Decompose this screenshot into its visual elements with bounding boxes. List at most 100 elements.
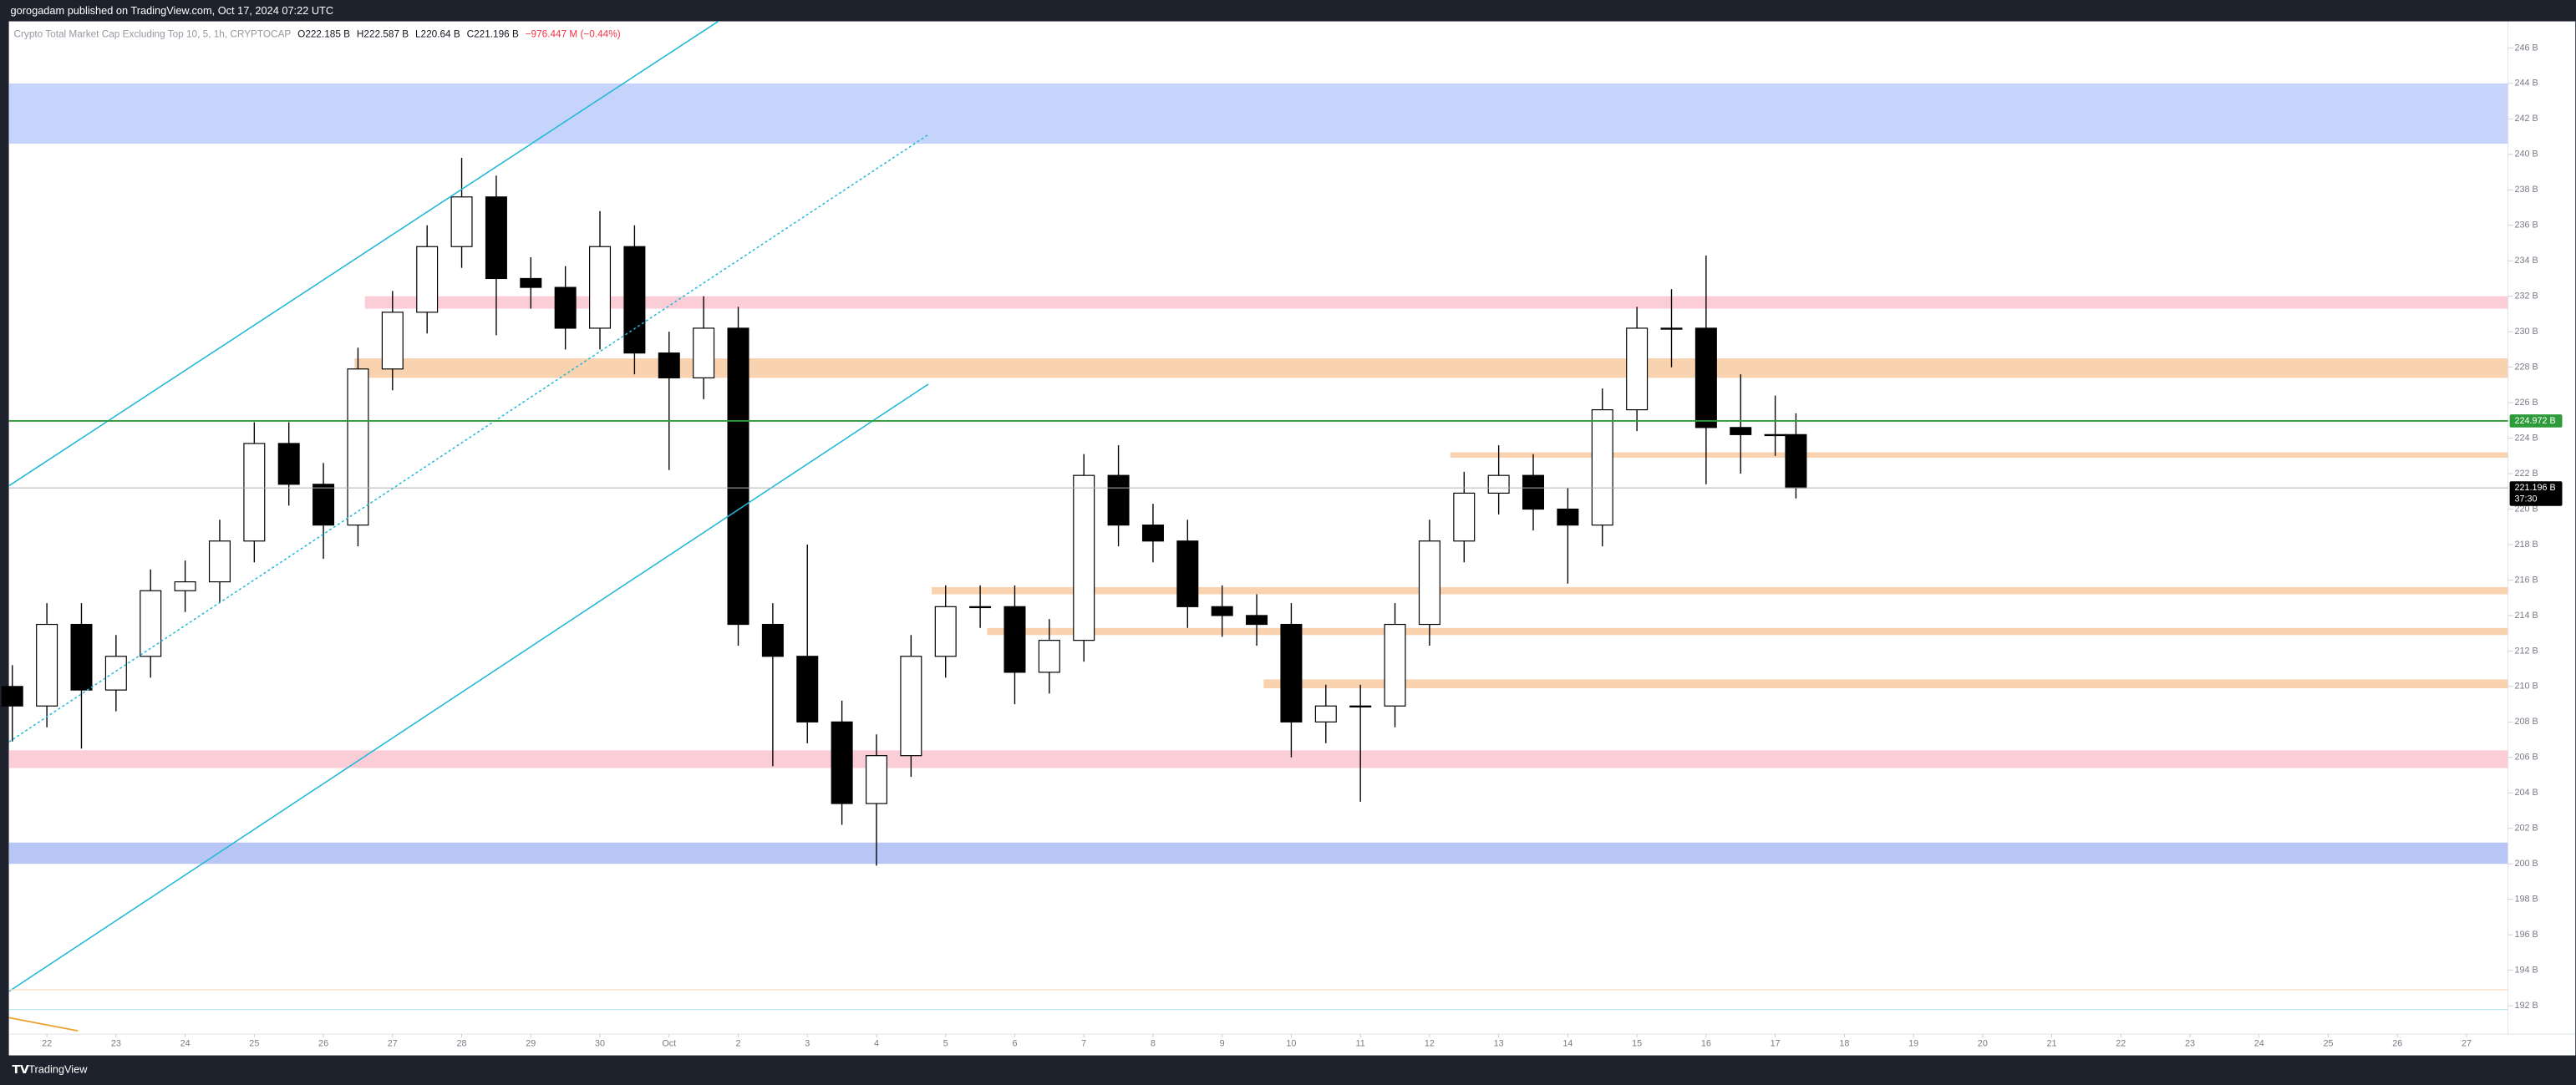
footer-logo: 𝗧𝗩 (13, 1063, 29, 1076)
candle-body (554, 286, 577, 329)
y-tick-label: 210 B (2515, 682, 2538, 692)
y-tick-label: 242 B (2515, 114, 2538, 124)
candle-body (623, 246, 646, 354)
plot-area (1, 83, 2508, 866)
candle-body (1384, 623, 1406, 707)
y-tick-label: 226 B (2515, 398, 2538, 408)
x-tick-label: 25 (2324, 1039, 2334, 1049)
candle-body (174, 581, 196, 591)
x-tick-label: 22 (42, 1039, 52, 1049)
y-tick-label: 202 B (2515, 824, 2538, 834)
y-tick-label: 240 B (2515, 150, 2538, 160)
x-tick-label: 9 (1220, 1039, 1225, 1049)
y-tick-label: 196 B (2515, 930, 2538, 940)
channel-line (8, 20, 719, 487)
x-tick-label: Oct (662, 1039, 676, 1049)
candle-body (1764, 433, 1786, 437)
candle-body (969, 606, 992, 609)
symbol-name: Crypto Total Market Cap Excluding Top 10… (14, 28, 292, 39)
candle-body (1557, 508, 1579, 526)
x-tick-label: 24 (2254, 1039, 2264, 1049)
x-tick-label: 27 (2462, 1039, 2472, 1049)
x-tick-label: 21 (2047, 1039, 2057, 1049)
zone (8, 750, 2508, 768)
zone (932, 586, 2508, 595)
y-tick-label: 192 B (2515, 1001, 2538, 1011)
candle-body (347, 368, 369, 526)
x-tick-label: 16 (1701, 1039, 1711, 1049)
x-tick-label: 24 (180, 1039, 191, 1049)
y-tick-label: 216 B (2515, 575, 2538, 585)
candle-body (1660, 327, 1683, 330)
x-tick-label: 7 (1081, 1039, 1086, 1049)
candle-body (416, 246, 439, 313)
candle-body (1785, 433, 1807, 489)
candle-body (36, 623, 58, 707)
price-label: 221.196 B (2515, 483, 2556, 493)
y-tick-label: 236 B (2515, 221, 2538, 231)
x-tick-label: 27 (388, 1039, 398, 1049)
countdown: 37:30 (2515, 494, 2538, 504)
candle-body (450, 196, 473, 247)
x-tick-label: 26 (318, 1039, 328, 1049)
y-tick-label: 234 B (2515, 256, 2538, 266)
candle-body (70, 623, 93, 691)
candle-body (693, 327, 715, 378)
candle-body (1, 686, 23, 707)
x-tick-label: 15 (1632, 1039, 1642, 1049)
candle-body (1003, 606, 1026, 673)
y-tick-label: 204 B (2515, 788, 2538, 798)
legend-value: L220.64 B (415, 28, 460, 39)
y-tick-label: 194 B (2515, 965, 2538, 975)
channel-mid-line (8, 134, 929, 743)
y-tick-label: 222 B (2515, 469, 2538, 479)
candle-body (761, 623, 784, 657)
y-tick-label: 214 B (2515, 611, 2538, 621)
x-tick-label: 6 (1012, 1039, 1017, 1049)
x-tick-label: 19 (1908, 1039, 1918, 1049)
x-tick-label: 18 (1839, 1039, 1849, 1049)
footer-brand: TradingView (28, 1063, 88, 1076)
candle-body (381, 312, 404, 370)
y-tick-label: 238 B (2515, 185, 2538, 195)
x-tick-label: 14 (1562, 1039, 1573, 1049)
candle-body (1694, 327, 1717, 428)
zone (364, 296, 2508, 309)
candle-body (312, 484, 335, 526)
x-tick-label: 23 (111, 1039, 121, 1049)
candle-body (1730, 427, 1752, 435)
drawings (8, 20, 2508, 1032)
x-tick-label: 28 (457, 1039, 467, 1049)
candle-body (1487, 474, 1510, 494)
candle-body (1280, 623, 1303, 722)
candle-body (1349, 705, 1372, 707)
candle-body (140, 590, 162, 657)
candle-body (1522, 474, 1545, 510)
candle-body (1246, 615, 1268, 626)
legend-value: O222.185 B (297, 28, 350, 39)
candle-body (277, 443, 300, 485)
footer-bar (0, 1055, 2576, 1085)
x-tick-label: 4 (874, 1039, 879, 1049)
legend-value: C221.196 B (467, 28, 519, 39)
x-tick-label: 12 (1425, 1039, 1435, 1049)
candle-body (900, 656, 922, 757)
y-tick-label: 244 B (2515, 79, 2538, 89)
candle-body (1314, 705, 1337, 722)
channel-line (8, 383, 929, 992)
x-tick-label: 20 (1978, 1039, 1988, 1049)
candle-body (865, 755, 887, 804)
zone (8, 83, 2508, 144)
candle-body (1418, 540, 1440, 626)
x-tick-label: 25 (249, 1039, 259, 1049)
price-label-box (2509, 481, 2563, 506)
y-tick-label: 224 B (2515, 433, 2538, 443)
x-tick-label: 5 (943, 1039, 948, 1049)
candle-body (243, 443, 266, 542)
legend-value: −976.447 M (−0.44%) (526, 28, 621, 39)
candle-body (831, 721, 853, 804)
chart-pane (8, 21, 2576, 1056)
candle-body (589, 246, 612, 329)
